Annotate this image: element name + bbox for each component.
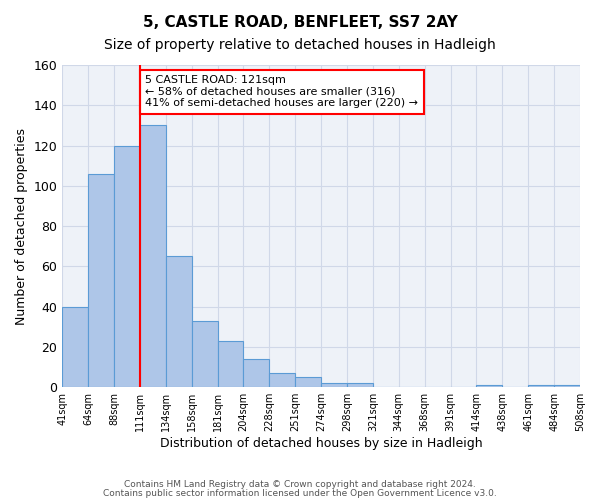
Bar bbox=[114, 146, 140, 387]
Bar bbox=[528, 385, 554, 387]
Bar bbox=[554, 385, 580, 387]
Y-axis label: Number of detached properties: Number of detached properties bbox=[15, 128, 28, 324]
Text: 5 CASTLE ROAD: 121sqm
← 58% of detached houses are smaller (316)
41% of semi-det: 5 CASTLE ROAD: 121sqm ← 58% of detached … bbox=[145, 75, 418, 108]
Bar bbox=[88, 174, 114, 387]
Bar bbox=[166, 256, 192, 387]
Text: Size of property relative to detached houses in Hadleigh: Size of property relative to detached ho… bbox=[104, 38, 496, 52]
Bar bbox=[244, 359, 269, 387]
Bar bbox=[321, 383, 347, 387]
Bar bbox=[140, 126, 166, 387]
Text: Contains public sector information licensed under the Open Government Licence v3: Contains public sector information licen… bbox=[103, 488, 497, 498]
Text: Contains HM Land Registry data © Crown copyright and database right 2024.: Contains HM Land Registry data © Crown c… bbox=[124, 480, 476, 489]
Bar bbox=[295, 377, 321, 387]
Bar bbox=[218, 341, 244, 387]
Bar bbox=[269, 373, 295, 387]
X-axis label: Distribution of detached houses by size in Hadleigh: Distribution of detached houses by size … bbox=[160, 437, 482, 450]
Bar bbox=[347, 383, 373, 387]
Text: 5, CASTLE ROAD, BENFLEET, SS7 2AY: 5, CASTLE ROAD, BENFLEET, SS7 2AY bbox=[143, 15, 457, 30]
Bar bbox=[62, 306, 88, 387]
Bar bbox=[192, 321, 218, 387]
Bar bbox=[476, 385, 502, 387]
